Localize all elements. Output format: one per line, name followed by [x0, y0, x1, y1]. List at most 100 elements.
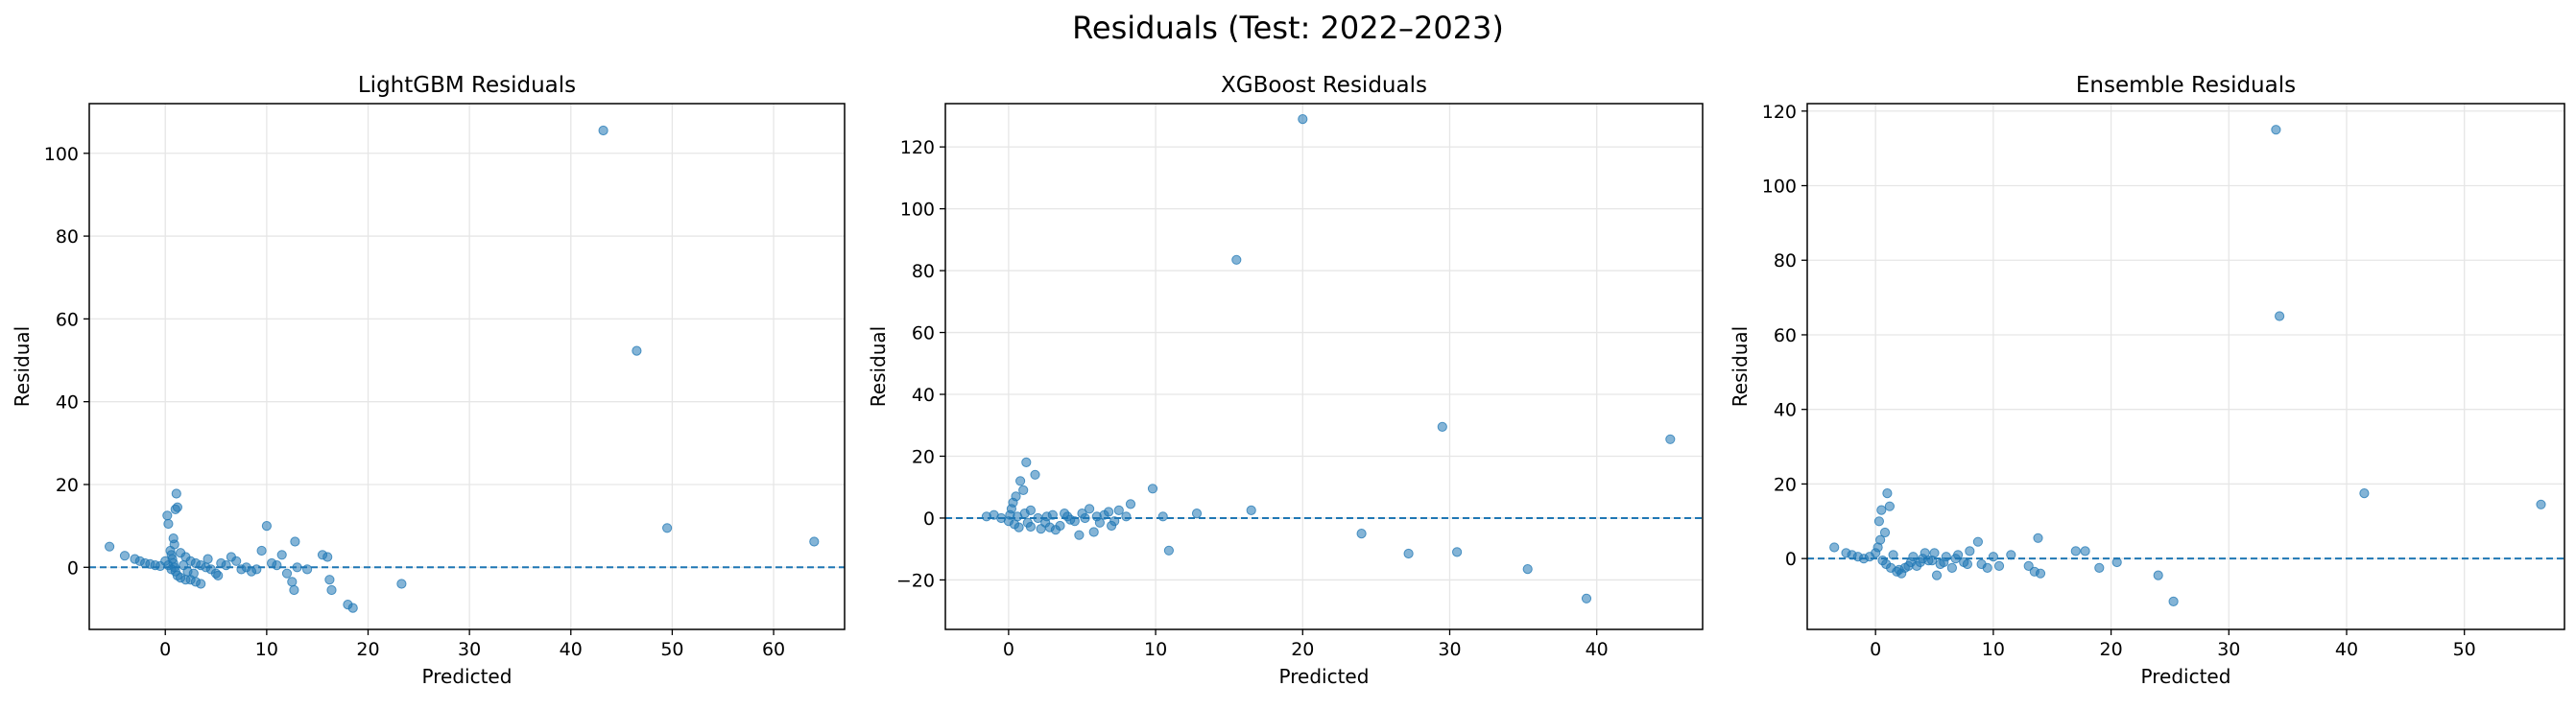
x-tick-label: 0	[1870, 639, 1881, 660]
data-point	[2029, 566, 2039, 577]
y-tick-label: 120	[900, 137, 935, 158]
plot-area	[1807, 104, 2564, 629]
y-axis-label: Residual	[11, 326, 34, 407]
data-point	[289, 584, 299, 596]
data-point	[1915, 556, 1925, 568]
data-point	[213, 570, 224, 581]
data-point	[1896, 568, 1907, 579]
data-point	[2153, 570, 2163, 580]
data-point	[1884, 501, 1896, 511]
data-point	[1050, 525, 1061, 535]
x-tick-label: 0	[1003, 639, 1014, 660]
data-point	[1036, 524, 1046, 534]
data-point	[1876, 505, 1887, 515]
plot-area	[945, 104, 1703, 629]
panel-title: Ensemble Residuals	[2076, 73, 2296, 98]
data-point	[1403, 548, 1414, 559]
y-tick-label: 60	[912, 323, 935, 344]
data-point	[1104, 507, 1114, 517]
plot-area	[89, 104, 845, 629]
axes-frame	[1806, 103, 2565, 630]
data-point	[1109, 516, 1120, 527]
data-point	[1018, 485, 1029, 495]
data-point	[326, 584, 337, 596]
data-point	[1113, 505, 1124, 516]
data-point	[2111, 556, 2122, 568]
data-point	[119, 551, 131, 561]
data-point	[1074, 530, 1085, 540]
data-point	[105, 541, 115, 552]
data-point	[1888, 550, 1898, 560]
data-point	[1920, 548, 1930, 558]
points	[981, 114, 1676, 604]
data-point	[1088, 527, 1099, 537]
data-point	[1873, 516, 1885, 527]
data-point	[1522, 564, 1533, 575]
data-point	[276, 550, 287, 560]
data-point	[1191, 509, 1203, 519]
data-point	[1908, 552, 1919, 562]
y-tick-label: 60	[56, 309, 79, 330]
data-point	[261, 521, 272, 532]
y-tick-label: 60	[1774, 325, 1797, 346]
data-point	[1988, 552, 1998, 562]
data-point	[1927, 556, 1938, 566]
panel-3: 0 10 20 30 40 50 0 20 40 60 80 100 120 Ensemble Resid…	[1729, 73, 2565, 688]
figure-title: Residuals (Test: 2022–2023)	[1072, 10, 1504, 46]
data-point	[2168, 596, 2179, 607]
y-tick-label: −20	[896, 570, 935, 591]
data-point	[2536, 499, 2546, 509]
data-point	[188, 568, 199, 579]
points	[105, 125, 820, 613]
y-tick-label: 0	[67, 557, 79, 579]
x-tick-label: 40	[560, 639, 583, 660]
data-point	[1993, 560, 2005, 572]
data-point	[598, 125, 608, 136]
data-point	[632, 345, 642, 356]
data-point	[1298, 114, 1308, 125]
data-point	[251, 564, 262, 575]
data-point	[2023, 560, 2034, 572]
x-tick-label: 0	[159, 639, 171, 660]
data-point	[1982, 562, 1992, 574]
data-point	[2094, 562, 2105, 574]
data-point	[272, 560, 282, 571]
data-point	[1829, 542, 1840, 553]
data-point	[221, 560, 231, 571]
y-axis-label: Residual	[1729, 326, 1752, 407]
data-point	[1581, 593, 1592, 604]
y-tick-label: 20	[1774, 474, 1797, 495]
x-tick-label: 30	[458, 639, 481, 660]
axes-frame	[88, 103, 846, 630]
data-point	[166, 564, 177, 575]
grid	[89, 104, 845, 629]
x-axis-label: Predicted	[2141, 665, 2231, 688]
data-point	[256, 545, 267, 556]
x-tick-label: 20	[2099, 639, 2122, 660]
data-point	[347, 603, 358, 613]
y-tick-label: 80	[56, 226, 79, 248]
data-point	[1231, 254, 1242, 265]
data-point	[1163, 545, 1175, 556]
x-tick-label: 50	[660, 639, 683, 660]
data-point	[1021, 457, 1032, 467]
y-tick-label: 0	[1785, 549, 1797, 570]
panel-1: 0 10 20 30 40 50 60 0 20 40 60 80 100 LightGBM Residu…	[11, 73, 846, 688]
x-tick-label: 10	[1982, 639, 2005, 660]
data-point	[1080, 512, 1090, 524]
data-point	[324, 575, 335, 585]
data-point	[162, 510, 173, 521]
x-tick-label: 50	[2453, 639, 2476, 660]
data-point	[1882, 487, 1893, 499]
data-point	[172, 502, 182, 512]
data-point	[302, 564, 313, 575]
y-tick-label: 40	[56, 392, 79, 414]
data-point	[1972, 536, 1983, 547]
data-point	[1033, 512, 1043, 524]
data-point	[292, 562, 302, 573]
data-point	[1019, 509, 1030, 519]
data-point	[1939, 556, 1949, 568]
data-point	[1246, 505, 1256, 516]
